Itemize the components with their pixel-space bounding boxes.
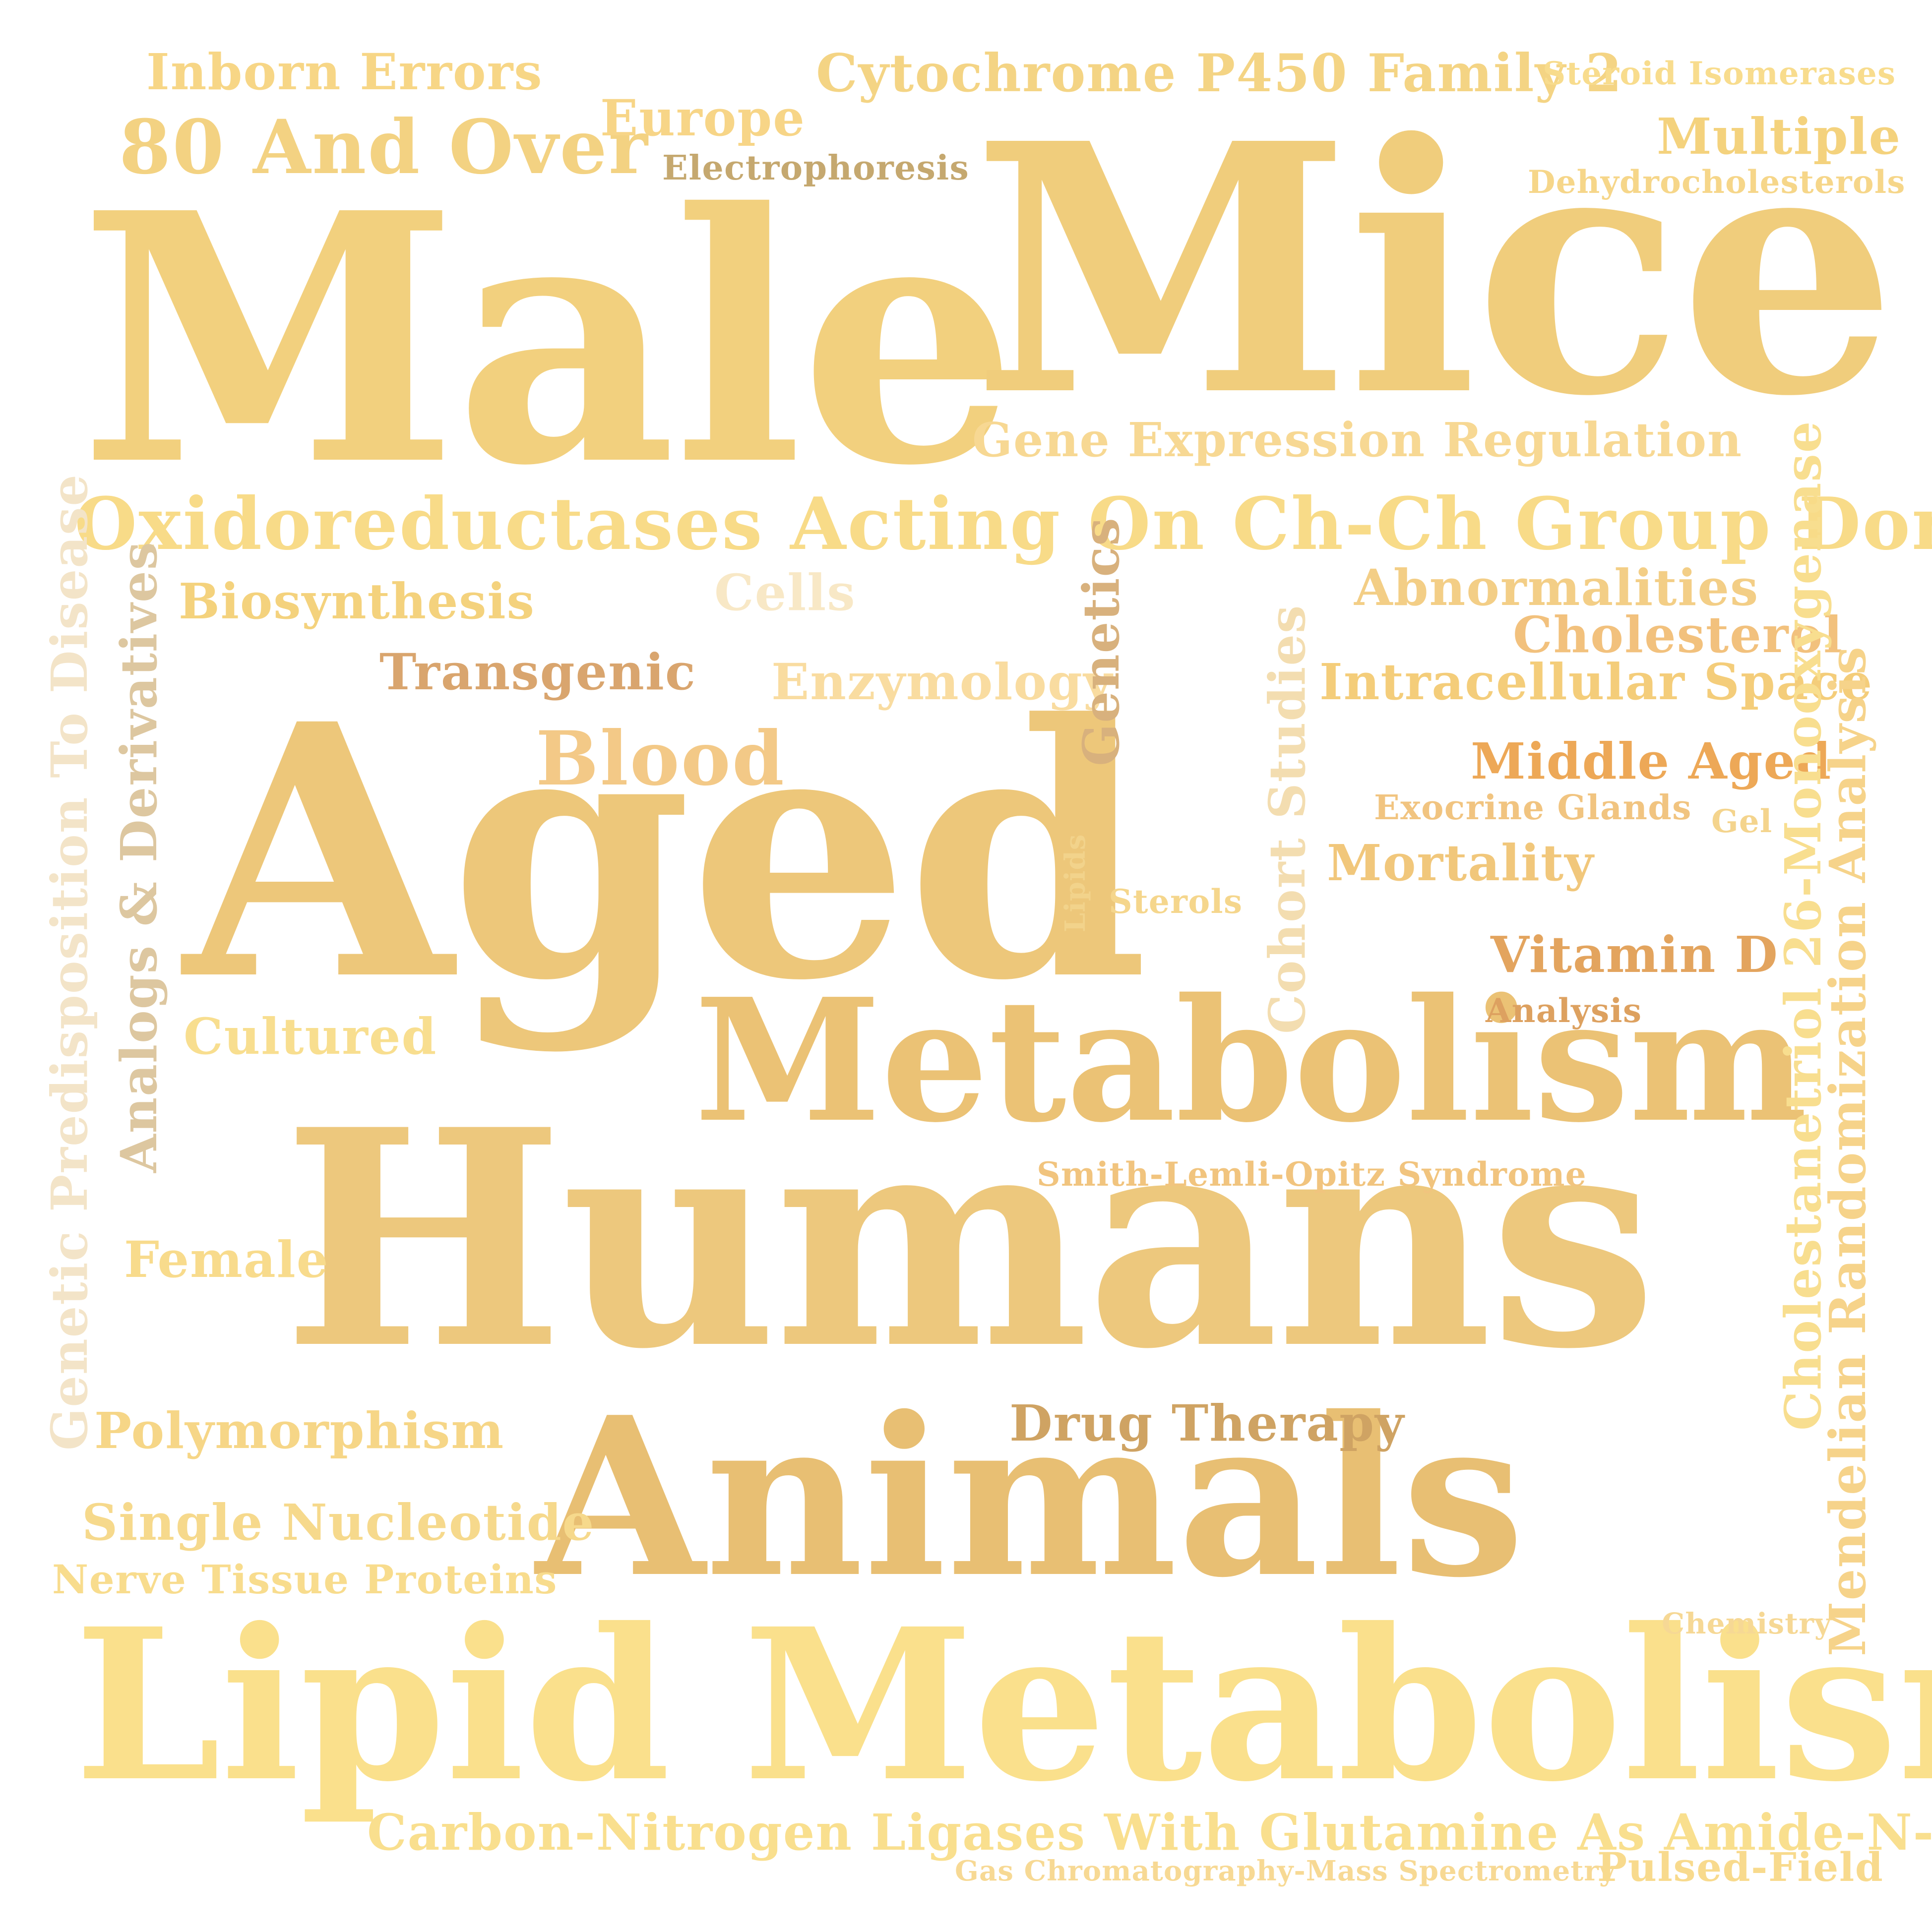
word-metabolism: Metabolism: [694, 962, 1808, 1160]
word-enzymology: Enzymology: [771, 653, 1114, 711]
word-animals: Animals: [536, 1369, 1525, 1626]
word-inborn-errors: Inborn Errors: [146, 43, 543, 101]
word-transgenic: Transgenic: [379, 643, 696, 701]
word-gene-expression: Gene Expression Regulation: [972, 413, 1743, 468]
word-steroid-isomerases: Steroid Isomerases: [1543, 55, 1896, 92]
word-europe: Europe: [600, 89, 806, 147]
word-female: Female: [124, 1230, 329, 1289]
word-dehydrocholesterols: Dehydrocholesterols: [1528, 164, 1906, 201]
word-male: Male: [79, 138, 1017, 541]
word-nerve-tissue-proteins: Nerve Tissue Proteins: [52, 1556, 558, 1603]
word-mendelian-randomization: Mendelian Randomization Analysis: [1818, 646, 1877, 1656]
word-sterols: Sterols: [1109, 882, 1243, 921]
word-chemistry: Chemistry: [1662, 1607, 1832, 1640]
word-mortality: Mortality: [1327, 834, 1595, 892]
word-vitamin-d: Vitamin D: [1491, 925, 1779, 984]
word-mice: Mice: [972, 69, 1897, 471]
word-multiple: Multiple: [1657, 107, 1902, 166]
word-cholesterol: Cholesterol: [1513, 605, 1844, 664]
word-electrophoresis: Electrophoresis: [662, 148, 970, 188]
word-analysis: Analysis: [1486, 991, 1642, 1030]
word-exocrine-glands: Exocrine Glands: [1374, 788, 1692, 828]
word-gel: Gel: [1711, 803, 1773, 840]
word-single-nucleotide: Single Nucleotide: [82, 1493, 595, 1552]
word-drug-therapy: Drug Therapy: [1009, 1394, 1405, 1452]
word-cells: Cells: [714, 563, 856, 622]
word-80-and-over: 80 And Over: [119, 104, 649, 191]
word-carbon-nitrogen-ligases: Carbon-Nitrogen Ligases With Glutamine A…: [367, 1803, 1932, 1862]
word-lipid-metabolism: Lipid Metabolism: [74, 1583, 1932, 1828]
word-cytochrome: Cytochrome P450 Family 2: [816, 42, 1623, 104]
word-oxidoreductases: Oxidoreductases Acting On Ch-Ch Group Do…: [74, 482, 1932, 566]
word-pulsed-field: Pulsed-Field: [1597, 1844, 1884, 1890]
word-genetics: Genetics: [1072, 517, 1130, 766]
word-middle-aged: Middle Aged: [1471, 732, 1832, 790]
word-humans: Humans: [283, 1065, 1657, 1414]
word-lipids: Lipids: [1059, 834, 1092, 932]
word-smith-lemli-opitz: Smith-Lemli-Opitz Syndrome: [1037, 1155, 1587, 1194]
word-gas-chromatography: Gas Chromatography-Mass Spectrometry: [955, 1855, 1616, 1887]
word-blood: Blood: [536, 715, 786, 802]
word-biosynthesis: Biosynthesis: [179, 573, 535, 630]
word-cultured: Cultured: [184, 1007, 437, 1066]
word-genetic-predisposition: Genetic Predisposition To Disease: [40, 473, 99, 1450]
word-analogs-derivatives: Analogs & Derivatives: [110, 541, 168, 1173]
word-aged: Aged: [184, 649, 1149, 1057]
word-intracellular: Intracellular Space: [1319, 653, 1873, 711]
word-cohort-studies: Cohort Studies: [1258, 604, 1316, 1034]
word-abnormalities: Abnormalities: [1354, 558, 1759, 617]
word-polymorphism: Polymorphism: [94, 1401, 505, 1460]
